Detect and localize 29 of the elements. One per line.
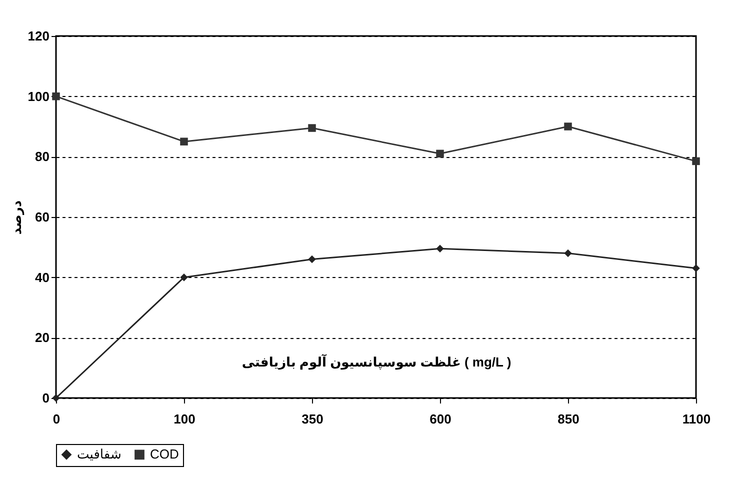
x-tick-label: 350	[302, 412, 324, 426]
x-tick-label: 600	[430, 412, 452, 426]
point	[308, 124, 316, 132]
point	[52, 92, 60, 100]
x-tick-label: 100	[174, 412, 196, 426]
x-axis-title: غلظت سوسپانسیون آلوم بازیافتی ( mg/L )	[242, 354, 512, 370]
y-tick-label: 20	[35, 330, 50, 346]
point	[52, 394, 60, 402]
y-tick-label: 120	[28, 28, 50, 44]
legend-label: COD	[150, 446, 179, 462]
point	[308, 255, 316, 264]
y-tick-label: 0	[42, 390, 50, 406]
y-axis-title: درصد	[8, 200, 25, 235]
x-tick-label: 1100	[682, 412, 711, 426]
point	[564, 122, 572, 130]
y-tick-label: 100	[28, 88, 50, 104]
y-tick-label: 40	[35, 270, 50, 285]
point	[436, 244, 444, 253]
legend-label: شفافیت	[77, 446, 122, 462]
x-tick-label: 850	[558, 412, 580, 426]
point	[180, 138, 188, 146]
y-tick-label: 80	[35, 149, 50, 164]
point	[692, 264, 700, 272]
x-tick-label: 0	[52, 412, 60, 426]
point	[180, 273, 188, 282]
y-tick-label: 60	[35, 210, 50, 224]
point	[692, 157, 700, 166]
point	[564, 249, 572, 258]
point	[436, 150, 444, 158]
